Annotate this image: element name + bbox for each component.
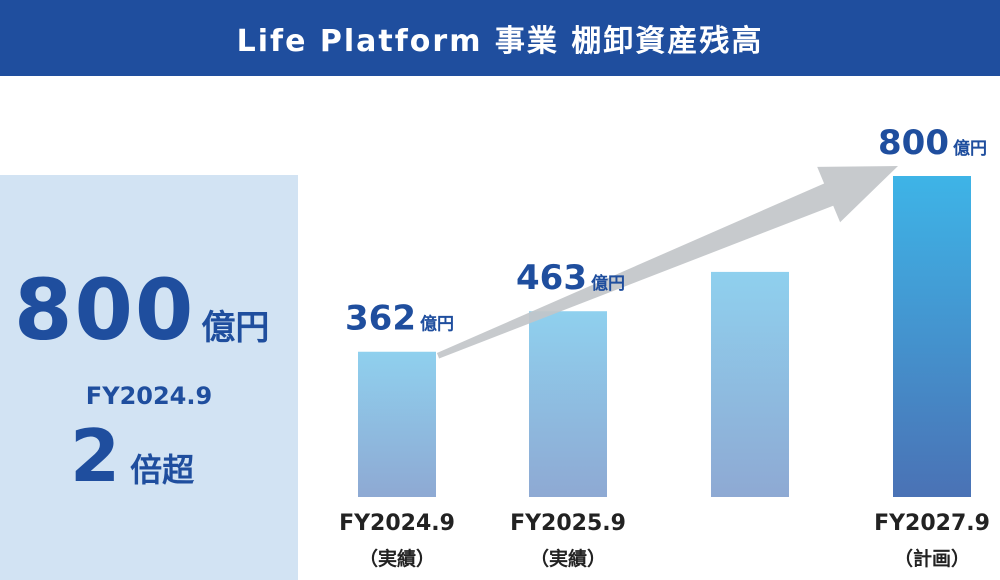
summary-panel <box>0 175 298 580</box>
x-tick-label-0-line2: （実績） <box>359 547 435 570</box>
summary-value-unit: 億円 <box>201 308 270 348</box>
summary-multiple-number: 2 <box>70 414 121 498</box>
bar-value-label-1: 463 億円 <box>516 258 625 298</box>
bar-0 <box>358 351 436 497</box>
x-tick-label-3-line1: FY2027.9 <box>874 511 990 536</box>
trend-arrow <box>436 166 898 359</box>
summary-multiple: 2 倍超 <box>70 420 194 492</box>
bar-1 <box>529 311 607 497</box>
bar-3 <box>893 176 971 497</box>
x-tick-label-3-line2: （計画） <box>894 547 970 570</box>
x-tick-label-1-line2: （実績） <box>530 547 606 570</box>
x-tick-label-0-line1: FY2024.9 <box>339 511 455 536</box>
x-tick-label-1-line1: FY2025.9 <box>510 511 626 536</box>
bar-value-label-3: 800 億円 <box>878 123 987 163</box>
summary-value: 800 億円 <box>14 268 294 352</box>
bar-2 <box>711 271 789 497</box>
page-title: Life Platform 事業 棚卸資産残高 <box>236 24 764 59</box>
bar-value-label-0: 362 億円 <box>345 299 454 339</box>
summary-period: FY2024.9 <box>85 382 213 410</box>
header-banner: Life Platform 事業 棚卸資産残高 <box>0 0 1000 76</box>
summary-value-number: 800 <box>14 261 196 359</box>
summary-multiple-suffix: 倍超 <box>130 451 195 489</box>
